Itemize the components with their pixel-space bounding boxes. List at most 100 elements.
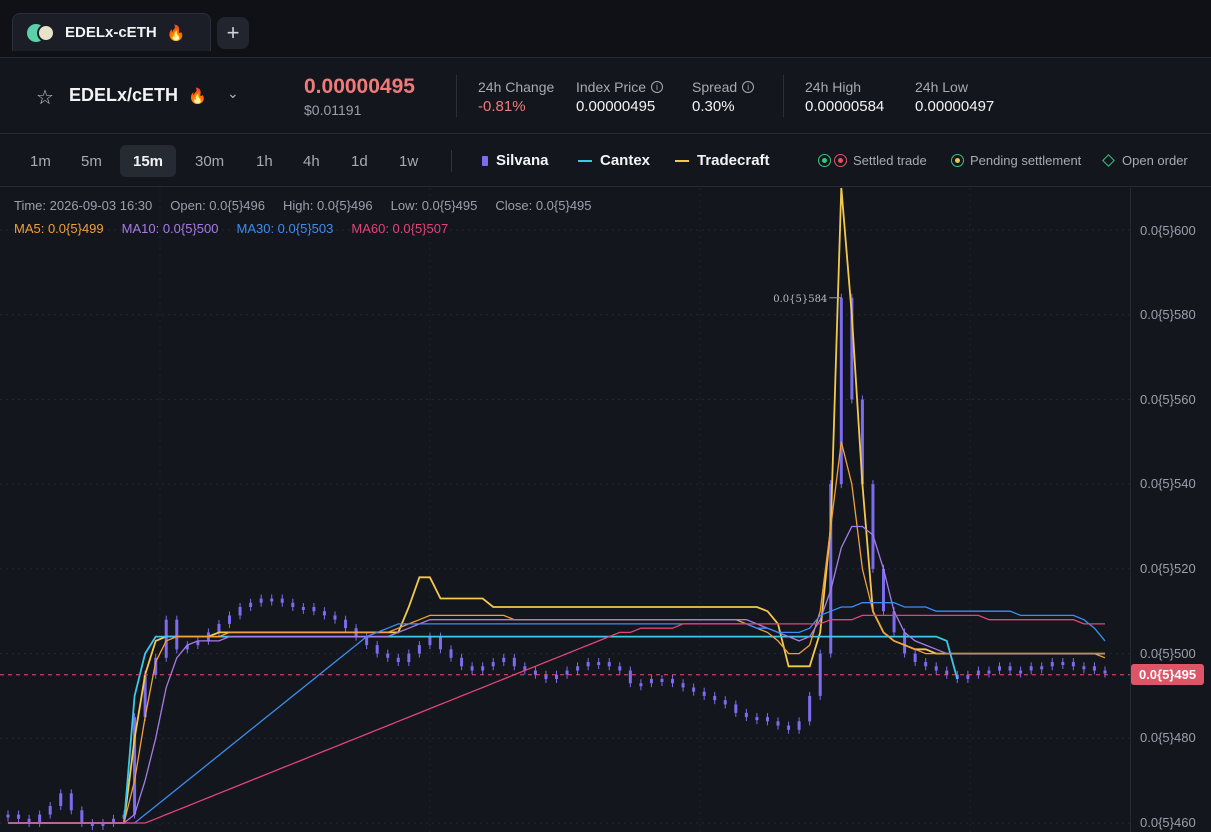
candle-body	[175, 619, 179, 650]
y-tick-label: 0.0{5}540	[1140, 476, 1196, 491]
series-line-ma10	[8, 525, 1105, 824]
info-icon[interactable]: i	[742, 81, 755, 93]
candle-body	[185, 645, 189, 650]
favorite-star-icon[interactable]: ☆	[36, 87, 54, 109]
pair-selector[interactable]: EDELx/cETH 🔥	[69, 85, 207, 106]
candle-body	[881, 568, 885, 612]
candle-body	[976, 670, 980, 675]
candle-body	[280, 598, 284, 603]
candle-body	[312, 606, 316, 612]
timeframe-1w[interactable]: 1w	[399, 152, 419, 170]
series-line-ma5	[8, 441, 1106, 824]
line-swatch-icon	[675, 159, 689, 162]
candle-body	[797, 721, 801, 730]
candle-body	[945, 670, 949, 675]
timeframe-15m[interactable]: 15m	[120, 145, 177, 177]
add-tab-button[interactable]: +	[217, 17, 249, 49]
source-label: Cantex	[600, 152, 651, 169]
pending-dot-icon	[951, 154, 964, 167]
candle-body	[164, 619, 168, 658]
ohlc-readout: Time: 2026-09-03 16:30 Open: 0.0{5}496 H…	[14, 198, 592, 213]
source-toggle-cantex[interactable]: Cantex	[578, 152, 650, 169]
ohlc-time: Time: 2026-09-03 16:30	[14, 198, 153, 213]
candle-body	[407, 653, 411, 663]
candle-body	[966, 674, 970, 679]
candle-body	[491, 662, 495, 667]
y-tick-label: 0.0{5}600	[1140, 223, 1196, 238]
flame-icon: 🔥	[188, 87, 207, 105]
candle-body	[48, 806, 52, 815]
candle-body	[386, 653, 390, 658]
chart-toolbar: 1m 5m 15m 30m 1h 4h 1d 1w Silvana Cantex…	[0, 135, 1211, 187]
candle-body	[365, 636, 369, 646]
candle-body	[755, 717, 759, 721]
stat-value: 0.30%	[692, 98, 735, 115]
candle-body	[301, 606, 305, 610]
candle-body	[428, 636, 432, 646]
stat-24h-low: 24h Low 0.00000497	[915, 79, 994, 115]
candle-body	[417, 645, 421, 654]
tab-title: EDELx-cETH	[65, 24, 157, 41]
timeframe-5m[interactable]: 5m	[81, 152, 102, 170]
candle-body	[1071, 662, 1075, 667]
timeframe-30m[interactable]: 30m	[195, 152, 225, 170]
candle-body	[1103, 670, 1107, 674]
pair-name: EDELx/cETH	[69, 85, 179, 105]
source-label: Silvana	[496, 152, 549, 169]
tab-bar: EDELx-cETH 🔥 +	[0, 0, 1211, 58]
candle-body	[987, 670, 991, 674]
candle-icon	[482, 155, 488, 166]
candle-body	[333, 615, 337, 620]
candle-body	[702, 691, 706, 696]
legend-settled-trade: Settled trade	[818, 153, 927, 168]
legend-label: Pending settlement	[970, 153, 1082, 168]
candle-body	[544, 674, 548, 679]
price-axis-border	[1130, 188, 1131, 832]
candle-body	[1008, 666, 1012, 671]
candle-body	[1082, 666, 1086, 670]
candle-body	[154, 657, 158, 675]
candle-body	[228, 615, 232, 624]
source-label: Tradecraft	[697, 152, 770, 169]
info-icon[interactable]: i	[651, 81, 664, 93]
y-tick-label: 0.0{5}580	[1140, 307, 1196, 322]
candle-body	[850, 297, 854, 400]
timeframe-1h[interactable]: 1h	[256, 152, 273, 170]
candle-body	[649, 678, 653, 684]
candle-body	[270, 598, 274, 602]
candle-body	[681, 683, 685, 688]
candle-body	[787, 725, 791, 730]
divider	[783, 75, 784, 117]
price-chart[interactable]: 0.0{5}584 Time: 2026-09-03 16:30 Open: 0…	[0, 188, 1211, 832]
candle-body	[27, 818, 31, 823]
settled-red-dot-icon	[834, 154, 847, 167]
tab-edelx-ceth[interactable]: EDELx-cETH 🔥	[12, 13, 211, 51]
candle-body	[38, 814, 42, 823]
candle-body	[322, 611, 326, 616]
timeframe-4h[interactable]: 4h	[303, 152, 320, 170]
candle-body	[375, 645, 379, 654]
y-tick-label: 0.0{5}480	[1140, 730, 1196, 745]
source-toggle-tradecraft[interactable]: Tradecraft	[675, 152, 770, 169]
candle-body	[1092, 666, 1096, 671]
stat-value: 0.00000497	[915, 98, 995, 115]
candle-body	[111, 818, 115, 823]
candle-body	[1061, 662, 1065, 666]
candle-body	[829, 484, 833, 654]
candle-body	[449, 649, 453, 658]
candle-body	[481, 666, 485, 671]
candle-body	[555, 674, 558, 679]
candle-body	[196, 640, 200, 646]
timeframe-1m[interactable]: 1m	[30, 152, 51, 170]
timeframe-1d[interactable]: 1d	[351, 152, 368, 170]
candle-body	[692, 687, 696, 692]
chart-plot-area[interactable]: 0.0{5}584	[0, 188, 1130, 832]
candle-body	[913, 653, 917, 663]
chevron-down-icon[interactable]: ⌄	[227, 85, 239, 101]
candle-body	[59, 793, 63, 807]
ma10-label: MA10: 0.0{5}500	[121, 221, 219, 236]
source-toggle-silvana[interactable]: Silvana	[482, 152, 549, 169]
candle-body	[586, 662, 590, 667]
candle-body	[90, 823, 94, 826]
candle-body	[470, 666, 474, 671]
